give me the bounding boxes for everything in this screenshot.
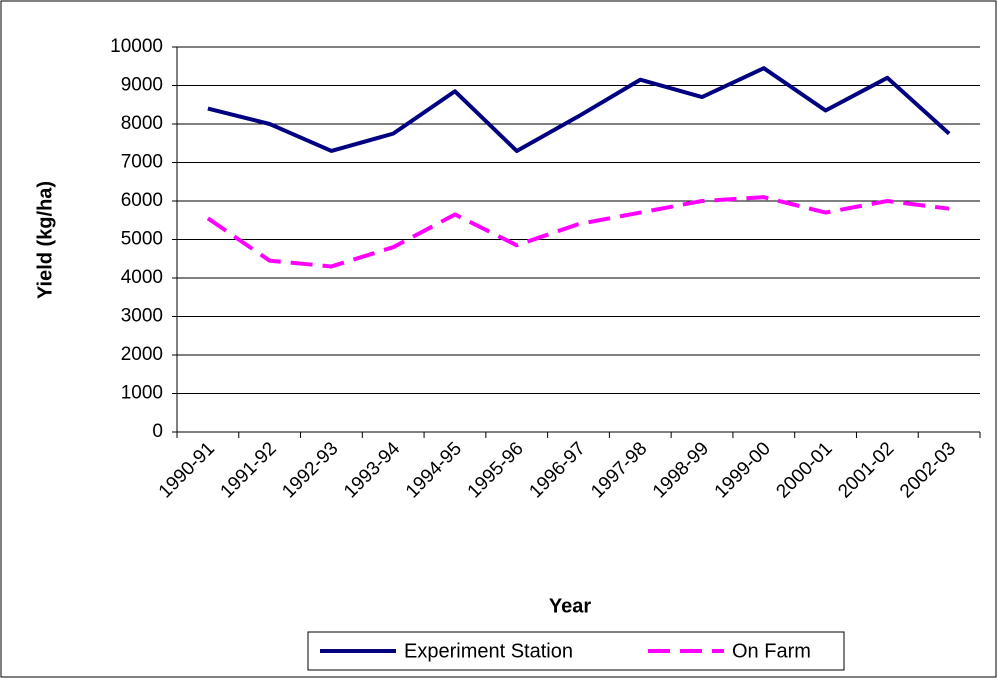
legend-box [307,631,845,671]
legend-label: Experiment Station [404,640,573,662]
y-tick-label: 6000 [121,190,163,211]
y-tick-label: 7000 [121,152,163,173]
y-tick-label: 1000 [121,383,163,404]
legend-label: On Farm [732,640,811,662]
line-series [207,66,951,153]
y-axis-title: Yield (kg/ha) [34,181,56,299]
y-tick-label: 2000 [121,344,163,365]
y-tick-label: 4000 [121,267,163,288]
y-tick-label: 3000 [121,306,163,327]
y-tick-label: 10000 [110,36,163,57]
x-axis-title: Year [549,595,591,617]
legend: Experiment Station On Farm [307,631,845,671]
line-series [206,195,950,269]
y-tick-label: 9000 [121,75,163,96]
y-tick-label: 5000 [121,229,163,250]
y-tick-label: 8000 [121,113,163,134]
y-tick-label: 0 [152,421,163,442]
